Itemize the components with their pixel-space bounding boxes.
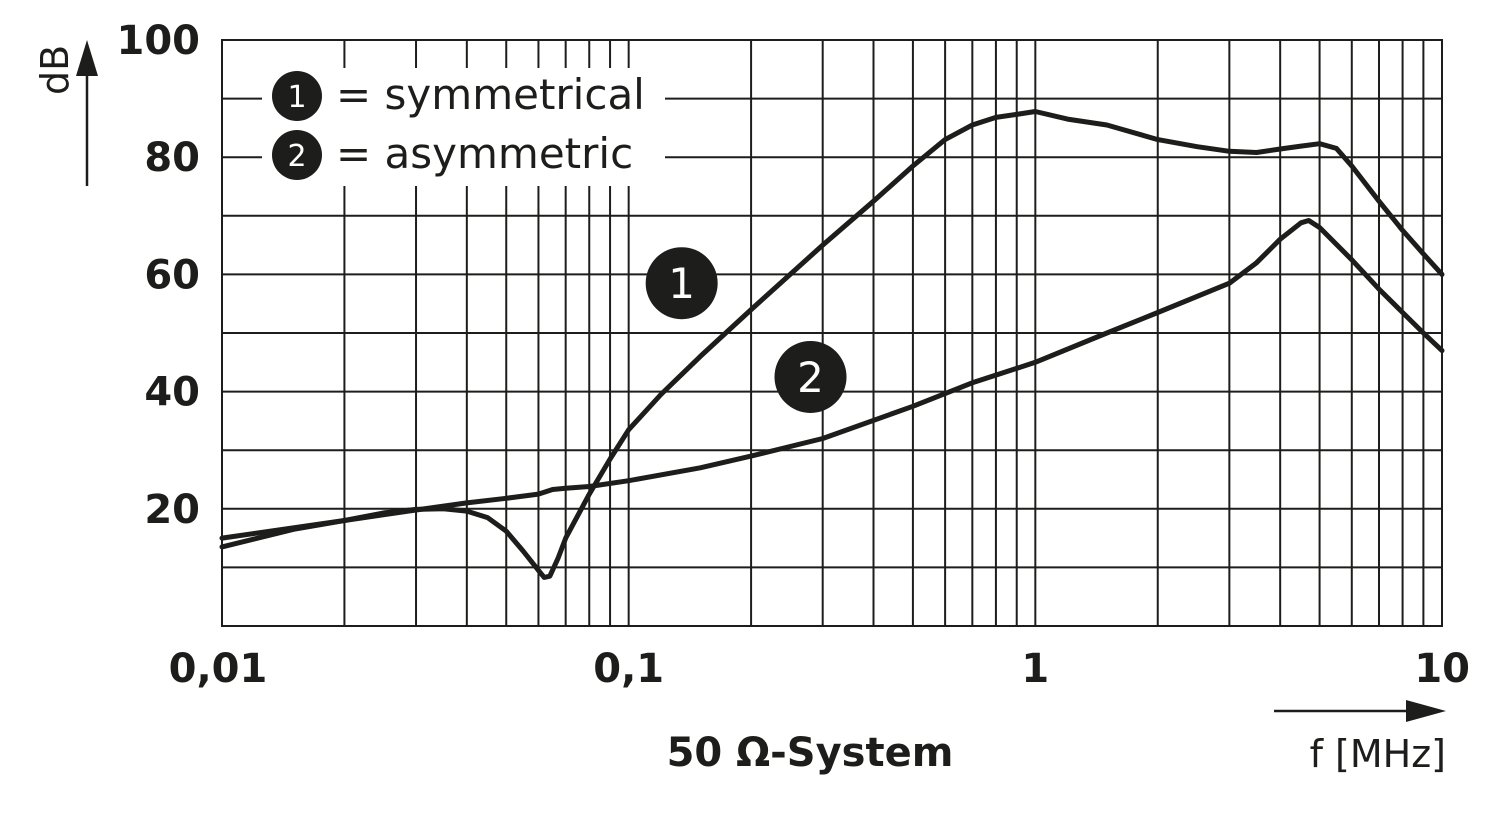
legend-text-2: = asymmetric	[336, 129, 633, 178]
y-axis-label-group: dB	[33, 40, 98, 186]
legend-marker-1	[272, 71, 322, 121]
legend-marker-2-label: 2	[287, 139, 306, 174]
y-axis-arrow-head	[76, 40, 98, 76]
legend: 1 = symmetrical 2 = asymmetric	[262, 68, 665, 186]
chart-caption: 50 Ω-System	[667, 730, 954, 776]
series-1-marker: 1	[645, 247, 718, 320]
series-2-marker: 2	[774, 340, 847, 413]
y-tick-label: 40	[144, 370, 200, 416]
series-1-marker-label: 1	[668, 259, 695, 308]
x-tick-label: 0,01	[169, 646, 268, 692]
legend-entry-2: 2 = asymmetric	[272, 129, 633, 180]
legend-marker-2	[272, 130, 322, 180]
axis-tick-labels: 20 40 60 80 100 0,01 0,1 1 10	[117, 18, 1471, 692]
y-tick-label: 80	[144, 135, 200, 181]
y-tick-label: 100	[117, 18, 201, 64]
series-2-line	[219, 218, 1445, 541]
series-1-marker-circle	[645, 247, 718, 320]
series-1-line	[219, 109, 1445, 580]
legend-text-1: = symmetrical	[336, 70, 645, 119]
x-tick-label: 10	[1414, 646, 1470, 692]
series-curves	[219, 109, 1445, 580]
legend-entry-1: 1 = symmetrical	[272, 70, 645, 121]
x-axis-label: f [MHz]	[1310, 732, 1446, 776]
legend-backdrop	[262, 68, 665, 186]
legend-marker-1-label: 1	[287, 80, 306, 115]
x-tick-label: 1	[1021, 646, 1049, 692]
y-tick-label: 20	[144, 487, 200, 533]
y-tick-label: 60	[144, 252, 200, 298]
series-2-marker-label: 2	[797, 353, 824, 402]
x-axis-label-group: f [MHz]	[1274, 700, 1446, 776]
x-tick-label: 0,1	[593, 646, 664, 692]
y-axis-label: dB	[33, 45, 77, 95]
x-axis-arrow-head	[1406, 700, 1446, 722]
series-2-marker-circle	[774, 340, 847, 413]
